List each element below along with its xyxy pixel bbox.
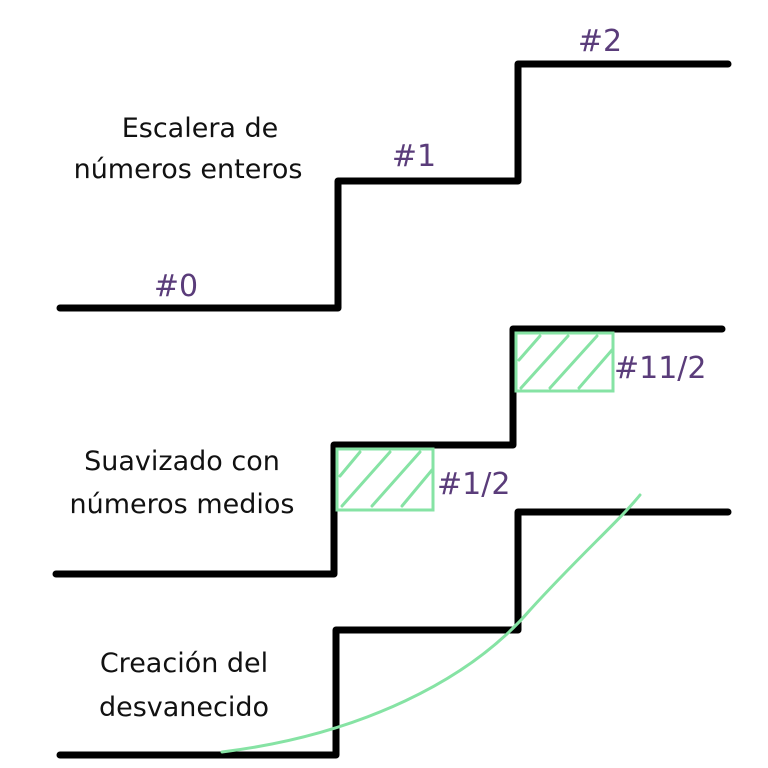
panel-integer-staircase: Escalera de números enteros #0 #1 #2	[56, 24, 732, 312]
half-step-label: #1/2	[437, 467, 510, 502]
half-staircase-line	[52, 325, 726, 578]
panel-fade-creation: Creación del desvanecido	[56, 493, 732, 759]
fade-curve	[220, 493, 642, 754]
caption-line-1: Suavizado con	[84, 446, 280, 477]
hatch-line	[340, 450, 392, 508]
hatch-line	[517, 334, 542, 362]
hatch-line	[548, 334, 599, 390]
caption-line-2: desvanecido	[99, 692, 269, 723]
hatch-box-one-half	[514, 331, 615, 393]
hatch-line	[519, 334, 570, 390]
panel-half-smoothing: Suavizado con números medios #1/2 #11/2	[52, 325, 726, 578]
step-label-1: #1	[392, 139, 436, 174]
caption-line-1: Escalera de	[122, 113, 279, 144]
integer-staircase-line	[56, 60, 732, 312]
one-and-half-step-label: #11/2	[614, 351, 707, 386]
hatch-line	[370, 450, 422, 508]
caption-line-2: números enteros	[74, 154, 303, 185]
hatch-line	[338, 450, 362, 478]
hatch-box-half	[335, 447, 435, 512]
hatch-box-one-half-outline	[514, 331, 615, 393]
step-label-2: #2	[578, 24, 622, 59]
hatch-line	[577, 348, 614, 390]
caption-line-2: números medios	[70, 489, 295, 520]
fade-staircase-line	[56, 508, 732, 759]
caption-line-1: Creación del	[100, 648, 268, 679]
hatch-line	[400, 468, 434, 508]
step-label-0: #0	[154, 269, 198, 304]
hatch-box-half-outline	[335, 447, 435, 512]
